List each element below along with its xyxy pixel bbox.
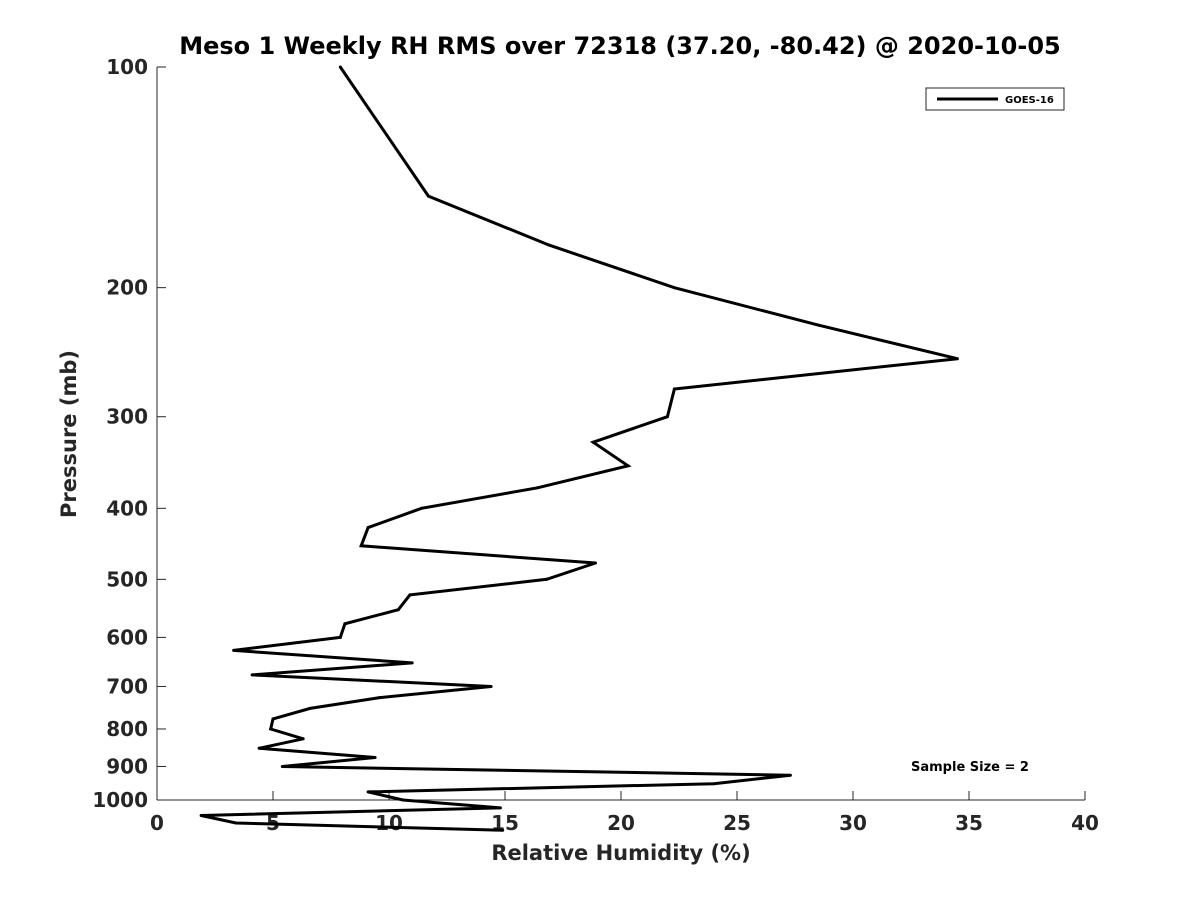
data-point [591, 440, 595, 444]
x-tick-label: 10 [375, 811, 403, 835]
data-point [816, 323, 820, 327]
data-point [280, 765, 284, 768]
data-point [712, 782, 716, 786]
data-point [271, 717, 275, 721]
data-point [498, 806, 502, 810]
data-point [234, 821, 238, 825]
series-points-goes-16 [199, 65, 959, 832]
data-point [257, 746, 261, 750]
sample-size-annotation: Sample Size = 2 [911, 760, 1029, 775]
data-point [788, 773, 792, 777]
y-tick-label: 1000 [92, 788, 148, 812]
y-tick-label: 100 [106, 55, 148, 79]
data-point [338, 65, 342, 69]
y-tick-label: 800 [106, 717, 148, 741]
y-tick-label: 600 [106, 625, 148, 649]
x-tick-label: 30 [839, 811, 867, 835]
data-point [378, 696, 382, 700]
data-point [366, 526, 370, 530]
data-point [536, 486, 539, 490]
data-point [396, 608, 400, 612]
x-axis: 0 5 10 15 20 25 30 35 40 [150, 791, 1099, 835]
data-point [955, 357, 959, 361]
x-tick-label: 20 [607, 811, 635, 835]
legend: GOES-16 [925, 87, 1065, 111]
y-tick-label: 400 [106, 496, 148, 520]
data-point [672, 286, 676, 290]
data-point [338, 635, 342, 639]
y-axis: 100 200 300 400 500 600 700 800 900 1000 [92, 55, 166, 812]
data-point [308, 706, 312, 710]
legend-entry-goes-16: GOES-16 [1005, 95, 1054, 106]
x-tick-label: 0 [150, 811, 164, 835]
data-point [489, 685, 493, 688]
data-point [408, 593, 412, 597]
data-point [426, 194, 430, 198]
data-point [366, 790, 370, 794]
data-point [420, 506, 423, 510]
data-point [301, 737, 305, 741]
x-tick-label: 25 [723, 811, 751, 835]
data-point [359, 544, 363, 548]
data-point [547, 243, 551, 247]
data-point [343, 622, 347, 626]
data-point [594, 561, 597, 565]
data-point [250, 673, 254, 677]
data-point [672, 387, 676, 391]
data-point [626, 464, 630, 468]
data-point [232, 648, 236, 652]
series-line-goes-16 [200, 66, 958, 832]
y-tick-label: 700 [106, 674, 148, 698]
y-tick-label: 500 [106, 567, 148, 591]
x-tick-label: 35 [955, 811, 983, 835]
data-point [401, 798, 405, 802]
data-point [410, 661, 414, 665]
y-tick-label: 300 [106, 405, 148, 429]
y-tick-label: 900 [106, 754, 148, 778]
y-tick-label: 200 [106, 276, 148, 300]
data-point [269, 727, 273, 731]
x-tick-label: 40 [1071, 811, 1099, 835]
data-point [373, 756, 377, 759]
data-point [545, 577, 549, 581]
data-point [501, 828, 505, 832]
x-axis-label: Relative Humidity (%) [491, 841, 750, 865]
data-point [199, 814, 203, 817]
y-axis-label: Pressure (mb) [57, 350, 81, 518]
data-point [665, 415, 669, 419]
chart-title: Meso 1 Weekly RH RMS over 72318 (37.20, … [179, 32, 1061, 60]
